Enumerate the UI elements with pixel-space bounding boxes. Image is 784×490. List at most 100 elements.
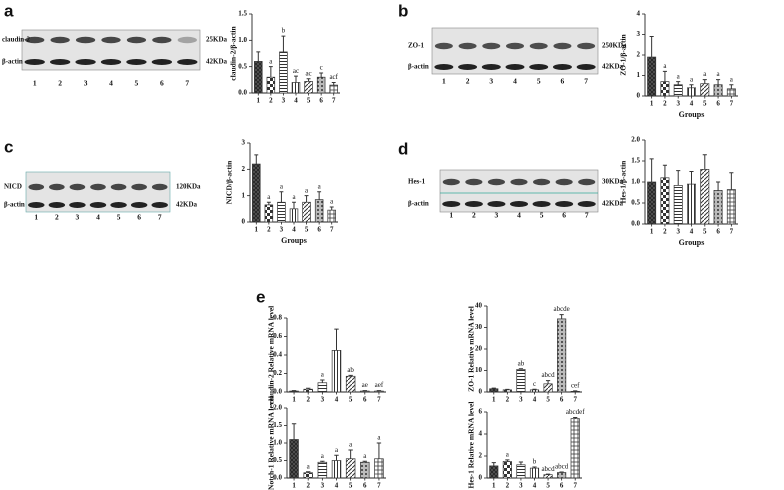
x-tick-label: 1 bbox=[257, 97, 261, 105]
blot-band bbox=[505, 42, 525, 50]
blot-band bbox=[481, 64, 501, 70]
x-tick-label: 3 bbox=[676, 228, 680, 236]
x-tick-label: 2 bbox=[506, 396, 510, 404]
x-tick-label: 7 bbox=[573, 396, 577, 404]
x-tick-label: 5 bbox=[703, 100, 707, 108]
significance-label: b bbox=[533, 458, 537, 466]
y-tick-label: 0.4 bbox=[273, 351, 282, 359]
y-tick-label: 0.2 bbox=[273, 369, 282, 377]
significance-label: b bbox=[282, 27, 286, 35]
y-tick-label: 20 bbox=[475, 345, 483, 353]
lane-label: 5 bbox=[537, 77, 541, 86]
blot-band bbox=[130, 202, 148, 208]
bar bbox=[316, 76, 326, 94]
x-tick-label: 7 bbox=[730, 100, 734, 108]
blot-band bbox=[458, 42, 477, 50]
blot-band bbox=[75, 59, 96, 65]
error-bar bbox=[317, 191, 322, 200]
y-tick-label: 2 bbox=[637, 51, 641, 59]
blot-band bbox=[487, 178, 506, 186]
y-tick-label: 0 bbox=[637, 92, 641, 100]
lane-label: 3 bbox=[76, 213, 80, 222]
blot-size: 42KDa bbox=[176, 201, 198, 209]
y-axis-label: ZO-1/β-actin bbox=[619, 33, 628, 75]
error-bar bbox=[331, 81, 336, 86]
y-axis-label: Hes-1 Relative mRNA level bbox=[467, 402, 476, 489]
bar bbox=[254, 61, 263, 94]
lane-label: 3 bbox=[495, 211, 499, 220]
x-tick-label: 5 bbox=[349, 482, 353, 490]
bar bbox=[700, 169, 710, 225]
lane-label: 6 bbox=[160, 79, 164, 88]
error-bar bbox=[281, 35, 286, 52]
error-bar bbox=[279, 191, 284, 203]
x-tick-label: 3 bbox=[519, 482, 523, 490]
x-axis-label: Groups bbox=[281, 236, 307, 245]
panel-label: b bbox=[398, 1, 408, 20]
error-bar bbox=[306, 387, 311, 390]
x-tick-label: 3 bbox=[676, 100, 680, 108]
x-tick-label: 1 bbox=[650, 100, 654, 108]
blot-target: claudin-2 bbox=[2, 36, 31, 44]
y-tick-label: 0.0 bbox=[631, 220, 640, 228]
error-bar bbox=[729, 84, 734, 89]
lane-label: 4 bbox=[517, 211, 521, 220]
lane-label: 1 bbox=[34, 213, 38, 222]
error-bar bbox=[573, 417, 578, 419]
x-tick-label: 5 bbox=[546, 482, 550, 490]
x-tick-label: 4 bbox=[335, 482, 339, 490]
y-tick-label: 0.0 bbox=[273, 388, 282, 396]
blot-band bbox=[529, 64, 549, 70]
blot-band bbox=[442, 178, 460, 186]
blot-band bbox=[442, 201, 461, 207]
error-bar bbox=[532, 388, 537, 390]
bar bbox=[345, 375, 356, 393]
significance-label: a bbox=[717, 70, 721, 78]
error-bar bbox=[491, 387, 496, 389]
x-tick-label: 4 bbox=[533, 482, 537, 490]
y-tick-label: 1.5 bbox=[631, 157, 640, 165]
x-tick-label: 7 bbox=[573, 482, 577, 490]
y-axis-label: Hes-1/β-actin bbox=[619, 160, 628, 204]
x-tick-label: 7 bbox=[377, 482, 381, 490]
blot-band bbox=[529, 42, 548, 50]
blot-target: NICD bbox=[4, 183, 22, 191]
error-bar bbox=[334, 328, 339, 351]
error-bar bbox=[266, 201, 271, 205]
significance-label: a bbox=[305, 186, 309, 194]
significance-label: a bbox=[677, 72, 681, 80]
x-tick-label: 2 bbox=[663, 100, 667, 108]
significance-label: a bbox=[349, 441, 353, 449]
blot-band bbox=[465, 178, 483, 186]
bar bbox=[374, 458, 384, 479]
error-bar bbox=[306, 78, 311, 82]
error-bar bbox=[545, 473, 551, 475]
error-bar bbox=[491, 462, 496, 466]
bar bbox=[647, 181, 657, 225]
panel-label: a bbox=[4, 1, 14, 20]
x-tick-label: 3 bbox=[282, 97, 286, 105]
y-axis-label: ZO-1 Relative mRNA level bbox=[467, 306, 476, 392]
blot-band bbox=[532, 178, 551, 186]
bar bbox=[360, 390, 370, 393]
x-tick-label: 2 bbox=[269, 97, 273, 105]
lane-label: 1 bbox=[449, 211, 453, 220]
blot-band bbox=[532, 201, 551, 207]
error-bar bbox=[532, 466, 537, 469]
lane-label: 3 bbox=[84, 79, 88, 88]
significance-label: abcd bbox=[541, 465, 555, 473]
bar bbox=[673, 185, 683, 225]
lane-label: 3 bbox=[489, 77, 493, 86]
lane-label: 4 bbox=[96, 213, 100, 222]
blot-band bbox=[434, 64, 454, 70]
x-tick-label: 3 bbox=[280, 226, 284, 234]
bar bbox=[660, 81, 670, 97]
blot-size: 42KDa bbox=[602, 200, 624, 208]
x-tick-label: 4 bbox=[292, 226, 296, 234]
blot-band bbox=[126, 36, 147, 44]
lane-label: 7 bbox=[585, 211, 589, 220]
error-bar bbox=[716, 181, 721, 191]
blot-band bbox=[577, 42, 596, 50]
lane-label: 7 bbox=[158, 213, 162, 222]
